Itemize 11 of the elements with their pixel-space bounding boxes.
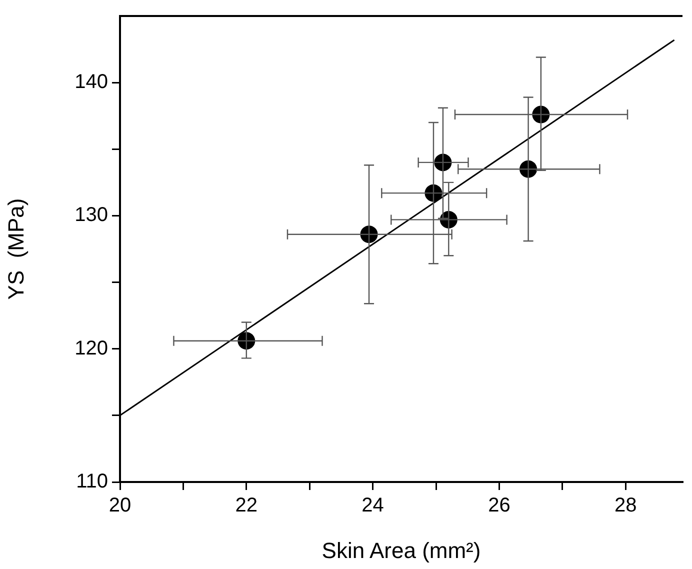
x-axis-title: Skin Area (mm²) [322,538,481,563]
y-axis-title: YS (MPa) [3,198,28,300]
y-tick-label: 140 [74,71,108,94]
x-tick-label: 20 [108,494,132,517]
x-tick-label: 28 [614,494,637,517]
x-tick-label: 22 [235,494,258,517]
x-tick-label: 26 [488,494,510,517]
y-tick-label: 130 [74,204,108,226]
y-tick-label: 120 [74,337,108,360]
y-tick-label: 110 [76,470,108,493]
x-tick-label: 24 [362,494,384,517]
